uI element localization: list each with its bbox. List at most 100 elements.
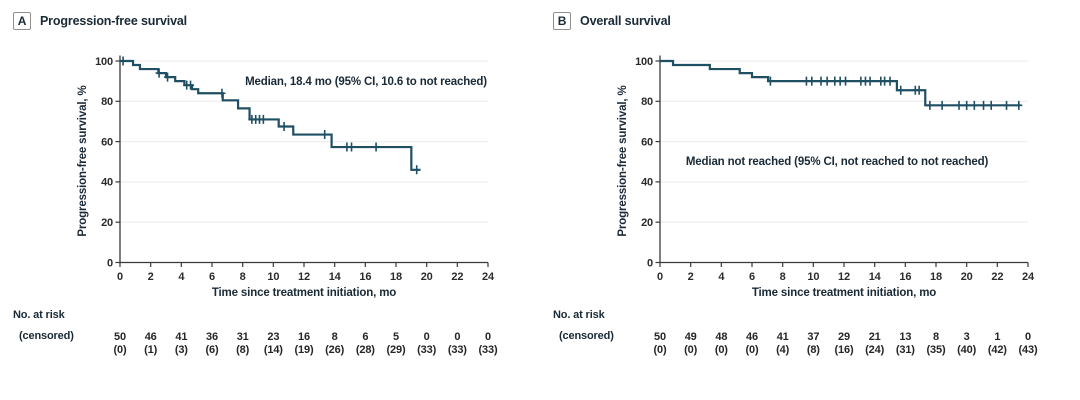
at-risk-value: 37 [807, 331, 819, 343]
x-tick-label: 20 [421, 271, 433, 283]
y-tick-label: 40 [101, 177, 113, 189]
x-tick-label: 4 [178, 271, 185, 283]
x-tick-label: 10 [807, 271, 819, 283]
panel-header: B Overall survival [553, 12, 671, 30]
at-risk-value: 6 [362, 331, 368, 343]
x-tick-label: 6 [209, 271, 215, 283]
at-risk-value: 46 [145, 331, 157, 343]
x-tick-label: 2 [688, 271, 694, 283]
median-annotation: Median, 18.4 mo (95% CI, 10.6 to not rea… [245, 76, 487, 88]
censored-count-value: (6) [206, 344, 219, 356]
censored-count-value: (42) [988, 344, 1007, 356]
x-tick-label: 20 [961, 271, 973, 283]
censored-count-value: (14) [264, 344, 283, 356]
x-tick-label: 18 [930, 271, 942, 283]
censored-count-value: (24) [865, 344, 884, 356]
at-risk-value: 50 [654, 331, 666, 343]
risk-table-censored-label: (censored) [559, 330, 614, 342]
at-risk-value: 0 [454, 331, 460, 343]
at-risk-value: 0 [1025, 331, 1031, 343]
risk-table-label: No. at risk [13, 309, 65, 321]
censor-ticks [119, 56, 421, 175]
at-risk-value: 1 [994, 331, 1000, 343]
censored-count-value: (33) [417, 344, 436, 356]
at-risk-value: 48 [715, 331, 727, 343]
x-tick-label: 24 [1022, 271, 1035, 283]
x-tick-label: 4 [718, 271, 725, 283]
x-tick-label: 0 [657, 271, 663, 283]
y-tick-label: 0 [107, 257, 113, 269]
y-tick-label: 80 [641, 96, 653, 108]
x-tick-label: 16 [899, 271, 911, 283]
y-tick-label: 60 [101, 136, 113, 148]
y-axis-title: Progression-free survival, % [617, 85, 629, 237]
risk-table-censored-label: (censored) [19, 330, 74, 342]
censored-count-value: (0) [684, 344, 697, 356]
x-axis-title: Time since treatment initiation, mo [211, 287, 397, 299]
x-tick-label: 10 [267, 271, 279, 283]
at-risk-value: 46 [746, 331, 758, 343]
y-tick-label: 100 [95, 56, 113, 68]
censored-count-value: (26) [325, 344, 344, 356]
at-risk-value: 49 [685, 331, 697, 343]
y-axis-title: Progression-free survival, % [77, 85, 89, 237]
censored-count-value: (40) [957, 344, 976, 356]
at-risk-value: 16 [298, 331, 310, 343]
at-risk-value: 50 [114, 331, 126, 343]
at-risk-value: 21 [869, 331, 881, 343]
x-tick-label: 22 [451, 271, 463, 283]
censored-count-value: (33) [448, 344, 467, 356]
censored-count-value: (29) [387, 344, 406, 356]
panel-title: Overall survival [580, 14, 671, 28]
x-tick-label: 8 [240, 271, 246, 283]
x-axis-title: Time since treatment initiation, mo [751, 287, 937, 299]
y-tick-label: 60 [641, 136, 653, 148]
at-risk-value: 3 [964, 331, 970, 343]
panel-overall-survival: B Overall survival Progression-free surv… [540, 0, 1080, 400]
y-tick-label: 20 [101, 217, 113, 229]
censored-count-value: (1) [144, 344, 157, 356]
at-risk-value: 23 [267, 331, 279, 343]
panel-progression-free-survival: A Progression-free survival Progression-… [13, 12, 498, 356]
risk-table-label: No. at risk [553, 309, 605, 321]
y-tick-label: 0 [647, 257, 653, 269]
x-tick-label: 12 [838, 271, 850, 283]
at-risk-value: 0 [424, 331, 430, 343]
censored-count-value: (0) [746, 344, 759, 356]
at-risk-value: 8 [332, 331, 338, 343]
km-curve [660, 59, 1021, 107]
at-risk-value: 13 [899, 331, 911, 343]
y-tick-label: 100 [635, 56, 653, 68]
x-tick-label: 6 [749, 271, 755, 283]
censored-count-value: (8) [807, 344, 820, 356]
censored-count-value: (0) [114, 344, 127, 356]
censored-count-value: (0) [654, 344, 667, 356]
censored-count-value: (16) [835, 344, 854, 356]
at-risk-value: 29 [838, 331, 850, 343]
x-tick-label: 12 [298, 271, 310, 283]
panel-label-box: B [553, 12, 571, 30]
x-tick-label: 24 [482, 271, 495, 283]
censored-count-value: (19) [295, 344, 314, 356]
x-tick-label: 18 [390, 271, 402, 283]
x-tick-label: 0 [117, 271, 123, 283]
at-risk-value: 8 [933, 331, 939, 343]
censored-count-value: (35) [927, 344, 946, 356]
censored-count-value: (43) [1019, 344, 1038, 356]
censored-count-value: (8) [236, 344, 249, 356]
x-tick-label: 8 [780, 271, 786, 283]
panel-title: Progression-free survival [40, 14, 188, 28]
at-risk-value: 5 [393, 331, 399, 343]
at-risk-value: 41 [777, 331, 789, 343]
at-risk-value: 0 [485, 331, 491, 343]
censored-count-value: (33) [479, 344, 498, 356]
x-tick-label: 16 [359, 271, 371, 283]
censored-count-value: (4) [776, 344, 789, 356]
x-tick-label: 2 [148, 271, 154, 283]
censor-ticks [766, 76, 1023, 110]
median-annotation: Median not reached (95% CI, not reached … [685, 156, 989, 168]
y-tick-label: 40 [641, 177, 653, 189]
censored-count-value: (31) [896, 344, 915, 356]
